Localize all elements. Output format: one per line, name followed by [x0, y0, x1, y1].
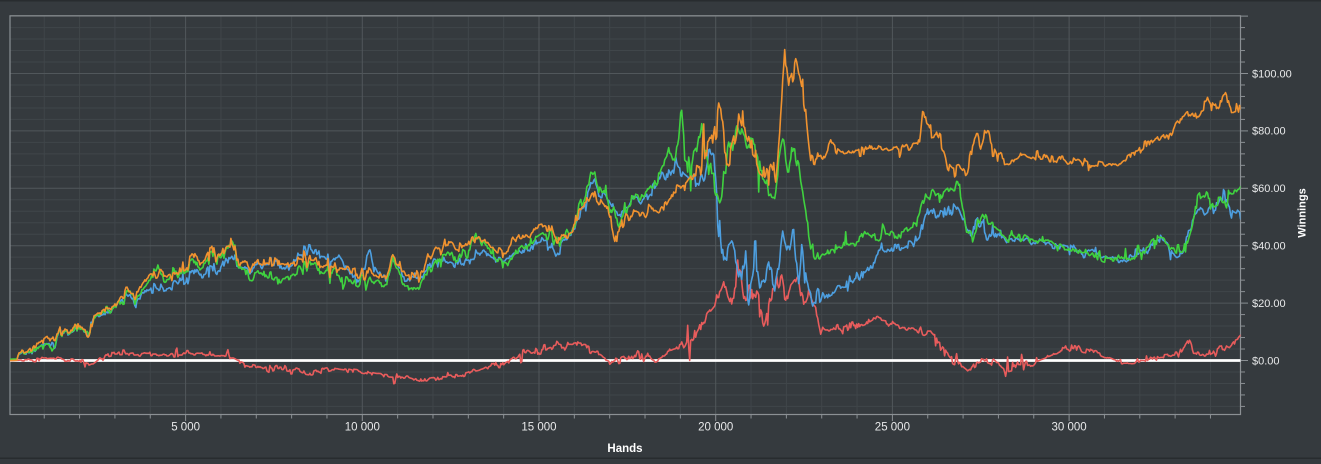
svg-text:Winnings: Winnings [1297, 188, 1309, 237]
svg-text:25 000: 25 000 [875, 422, 910, 434]
svg-text:$100.00: $100.00 [1252, 68, 1292, 80]
svg-text:$60.00: $60.00 [1252, 183, 1286, 195]
svg-text:10 000: 10 000 [345, 422, 380, 434]
svg-text:$80.00: $80.00 [1252, 126, 1286, 138]
svg-text:5 000: 5 000 [171, 422, 200, 434]
svg-text:30 000: 30 000 [1052, 422, 1087, 434]
svg-text:15 000: 15 000 [521, 422, 556, 434]
svg-text:$0.00: $0.00 [1252, 355, 1280, 367]
svg-text:Hands: Hands [607, 443, 642, 455]
svg-text:$40.00: $40.00 [1252, 241, 1286, 253]
svg-text:$20.00: $20.00 [1252, 298, 1286, 310]
svg-text:20 000: 20 000 [698, 422, 733, 434]
